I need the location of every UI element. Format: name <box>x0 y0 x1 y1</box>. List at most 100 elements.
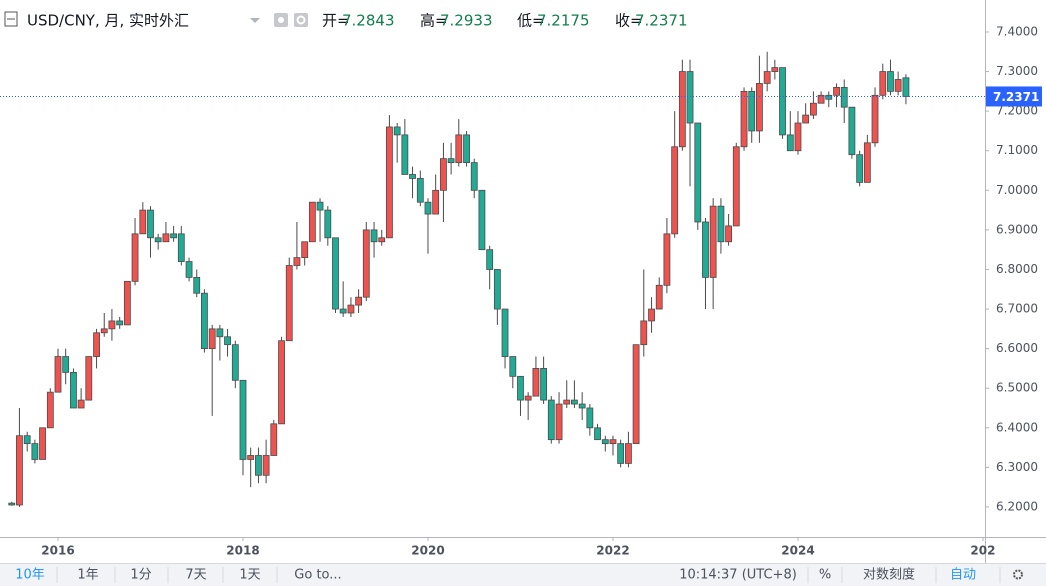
candle-body <box>362 229 370 298</box>
candle-body <box>85 356 93 401</box>
candle-body <box>308 201 316 243</box>
candle-body <box>563 399 571 405</box>
collapse-icon[interactable] <box>4 11 18 27</box>
last-price-label: 7.2371 <box>993 90 1039 104</box>
candle-body <box>185 261 193 278</box>
candle-body <box>779 67 786 136</box>
toolbar-item[interactable]: 对数刻度 <box>863 567 915 583</box>
candle-body <box>648 308 655 322</box>
ohlc-value: 7.2371 <box>635 12 688 30</box>
candle-body <box>332 237 339 310</box>
candle-body <box>116 320 124 326</box>
settings-icon[interactable] <box>294 13 308 27</box>
candle-body <box>840 86 848 108</box>
candle-body <box>571 399 578 405</box>
candle-body <box>93 332 100 357</box>
candle-body <box>177 233 185 262</box>
y-tick-label: 7.1000 <box>996 143 1038 157</box>
candle-body <box>23 435 31 445</box>
candle-body <box>493 269 501 310</box>
candle-body <box>39 427 46 460</box>
candle-body <box>509 356 517 377</box>
ohlc-key: 低= <box>517 12 545 30</box>
candle-body <box>848 106 856 156</box>
y-tick-label: 6.7000 <box>996 302 1038 316</box>
candle-body <box>46 391 54 429</box>
toolbar-item[interactable]: 自动 <box>950 568 976 583</box>
candle-body <box>201 292 208 350</box>
candle-body <box>755 83 763 132</box>
ohlc-value: 7.2843 <box>342 12 395 30</box>
candle-body <box>717 205 725 243</box>
y-tick-label: 7.3000 <box>996 64 1038 78</box>
candle-body <box>540 368 548 401</box>
candle-body <box>77 399 85 409</box>
candle-body <box>100 328 108 334</box>
candle-body <box>609 439 617 445</box>
toolbar-button[interactable]: 10年 <box>15 568 45 583</box>
candle-body <box>432 189 440 215</box>
candle-body <box>139 209 147 235</box>
toolbar-button[interactable]: 1分 <box>130 568 151 583</box>
candle-body <box>285 265 293 342</box>
y-tick-label: 6.3000 <box>996 460 1038 474</box>
candle-body <box>771 67 779 72</box>
candle-body <box>239 379 247 460</box>
candle-body <box>817 94 825 104</box>
candle-body <box>108 320 116 330</box>
candle-body <box>863 142 871 183</box>
candle-body <box>686 71 694 124</box>
candle-body <box>833 86 840 96</box>
gear-icon[interactable] <box>1013 569 1023 580</box>
candle-body <box>586 407 594 429</box>
ohlc-key: 高= <box>420 12 448 30</box>
candle-body <box>871 94 879 144</box>
candle-body <box>378 237 386 243</box>
candle-body <box>532 368 540 397</box>
candle-body <box>486 249 494 270</box>
x-tick-label: 2022 <box>596 544 629 558</box>
candle-body <box>524 395 532 401</box>
candle-body <box>355 296 363 306</box>
candle-body <box>578 403 586 409</box>
candle-body <box>786 134 794 152</box>
candle-body <box>154 237 162 243</box>
y-tick-label: 7.4000 <box>996 24 1038 38</box>
x-tick-label: 202 <box>970 544 995 558</box>
candle-body <box>147 209 154 239</box>
candle-body <box>547 399 555 441</box>
y-tick-label: 6.5000 <box>996 381 1038 395</box>
candle-body <box>671 146 679 235</box>
candle-body <box>856 154 864 183</box>
ohlc-key: 收= <box>615 12 643 30</box>
candle-body <box>54 356 62 393</box>
candle-body <box>632 344 640 445</box>
toolbar-button[interactable]: 1天 <box>239 568 260 583</box>
candle-body <box>424 201 432 215</box>
toolbar-button[interactable]: 7天 <box>185 568 206 583</box>
ohlc-value: 7.2175 <box>537 12 590 30</box>
dropdown-icon[interactable] <box>250 18 260 23</box>
candle-body <box>262 455 270 476</box>
toolbar <box>0 563 1046 586</box>
candle-body <box>810 102 817 116</box>
candle-body <box>894 79 902 92</box>
eye-icon-pupil <box>278 17 284 23</box>
candle-body <box>902 77 910 97</box>
candle-body <box>70 371 77 409</box>
symbol-title: USD/CNY, 月, 实时外汇 <box>27 12 189 30</box>
candle-body <box>208 328 216 350</box>
candle-body <box>409 174 416 179</box>
candle-body <box>763 71 771 84</box>
candle-body <box>455 134 463 164</box>
toolbar-item[interactable]: % <box>819 568 831 583</box>
toolbar-button[interactable]: 1年 <box>77 568 98 583</box>
candle-body <box>162 233 170 243</box>
toolbar-button[interactable]: Go to... <box>294 568 341 583</box>
candle-body <box>478 189 486 251</box>
candle-body <box>8 502 16 506</box>
candle-body <box>386 126 393 239</box>
candle-body <box>193 276 201 294</box>
y-tick-label: 6.9000 <box>996 222 1038 236</box>
